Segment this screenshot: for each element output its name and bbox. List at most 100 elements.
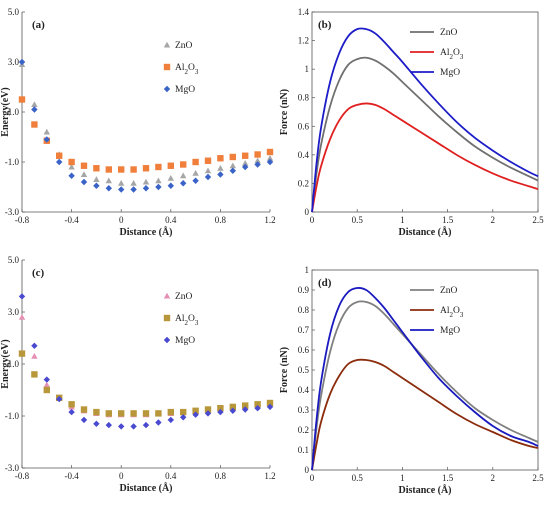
- chart-panel-d: 0 0.1 0.2 0.3 0.4 0.5 0.6 0.7 0.8 0.9 1 0 0.5 1 1.5 2 2.…: [279, 265, 544, 496]
- data-point: [180, 414, 187, 421]
- data-point: [217, 165, 224, 171]
- y-tick-label: 5.0: [8, 7, 20, 17]
- data-point: [105, 166, 112, 173]
- panel-label: (d): [318, 277, 332, 289]
- panel-label: (a): [32, 19, 45, 31]
- series-al: [311, 102, 539, 213]
- data-point: [130, 186, 137, 193]
- x-tick-label: 0.4: [165, 215, 177, 225]
- data-point: [167, 162, 174, 169]
- y-axis-label: Force (nN): [279, 89, 290, 135]
- data-point: [43, 128, 50, 135]
- data-point: [80, 416, 88, 424]
- x-tick-label: 1.2: [264, 215, 275, 225]
- chart-panel-a: -3.0 -1.0 1.0 3.0 5.0 -0.8 -0.4 0 0.4 0.8 1.2 Dista…: [0, 7, 276, 238]
- data-point: [18, 96, 26, 103]
- y-tick-label: -1.0: [5, 157, 20, 167]
- y-tick-label: 0.2: [298, 425, 309, 435]
- y-tick-label: 3.0: [8, 307, 20, 317]
- data-point: [93, 176, 100, 183]
- data-point: [118, 180, 125, 186]
- data-point: [192, 407, 199, 414]
- data-point: [18, 293, 26, 300]
- data-point: [204, 157, 212, 164]
- data-point: [242, 160, 249, 166]
- series-al: [18, 350, 274, 417]
- y-tick-label: 0.3: [298, 405, 310, 415]
- data-point: [204, 167, 212, 174]
- data-point: [142, 185, 150, 192]
- x-tick-label: 1.5: [442, 215, 454, 225]
- y-tick-label: 0.9: [298, 285, 310, 295]
- data-point: [180, 172, 187, 179]
- data-point: [18, 58, 26, 66]
- data-point: [93, 408, 100, 416]
- x-tick-label: -0.4: [64, 471, 79, 481]
- data-point: [56, 158, 63, 166]
- series-al: [18, 96, 274, 173]
- data-point: [242, 402, 249, 409]
- data-point: [155, 419, 162, 426]
- legend-marker: [163, 85, 171, 93]
- data-point: [68, 172, 75, 179]
- x-tick-label: 0.5: [352, 473, 364, 483]
- x-tick-label: 0.5: [352, 215, 364, 225]
- data-point: [68, 408, 75, 416]
- data-point: [204, 410, 212, 417]
- data-point: [167, 416, 174, 424]
- data-point: [31, 106, 38, 113]
- data-point: [43, 136, 50, 143]
- data-point: [217, 155, 224, 162]
- x-tick-label: -0.8: [15, 215, 30, 225]
- y-tick-label: 3.0: [8, 57, 20, 67]
- series-zno: [18, 314, 274, 418]
- data-point: [118, 410, 125, 417]
- data-point: [18, 350, 26, 357]
- plot-frame: [311, 11, 539, 213]
- data-point: [192, 170, 199, 176]
- x-axis-label: Distance (Å): [119, 226, 172, 238]
- series-line: [311, 287, 539, 471]
- legend-label: Al2O3: [440, 306, 464, 318]
- data-point: [155, 410, 162, 417]
- data-point: [118, 186, 125, 193]
- data-point: [254, 401, 261, 408]
- x-tick-label: 0: [119, 471, 124, 481]
- x-tick-label: 0: [310, 215, 315, 225]
- data-point: [80, 162, 88, 169]
- data-point: [31, 371, 38, 378]
- data-point: [217, 408, 224, 416]
- x-axis-label: Distance (Å): [398, 484, 451, 496]
- data-point: [254, 151, 261, 158]
- data-point: [266, 155, 274, 161]
- data-point: [43, 376, 50, 383]
- data-point: [192, 411, 199, 418]
- y-tick-label: 0.8: [298, 93, 310, 103]
- data-point: [266, 148, 274, 156]
- y-axis-label: Energy(eV): [0, 339, 11, 388]
- data-point: [229, 407, 236, 414]
- data-point: [31, 353, 38, 359]
- data-point: [142, 421, 150, 429]
- legend-marker: [163, 292, 171, 299]
- panel-label: (b): [318, 19, 332, 31]
- data-point: [229, 153, 236, 161]
- data-point: [266, 399, 274, 407]
- data-point: [229, 162, 236, 169]
- chart-panel-b: 0 0.2 0.4 0.6 0.8 1 1.2 1.4 0 0.5 1 1.5 2 2.5 Distance…: [279, 7, 544, 238]
- data-point: [105, 421, 112, 429]
- data-point: [93, 165, 100, 172]
- series-al: [311, 358, 539, 471]
- y-tick-label: 1: [305, 265, 310, 275]
- x-tick-label: 1.5: [442, 473, 454, 483]
- series-mgo: [18, 293, 274, 430]
- data-point: [18, 314, 26, 320]
- data-point: [180, 161, 187, 168]
- legend-label: MgO: [440, 326, 460, 336]
- data-point: [56, 152, 63, 159]
- data-point: [180, 180, 187, 187]
- legend-label: MgO: [175, 336, 195, 346]
- legend-label: ZnO: [175, 292, 193, 302]
- data-point: [105, 410, 112, 417]
